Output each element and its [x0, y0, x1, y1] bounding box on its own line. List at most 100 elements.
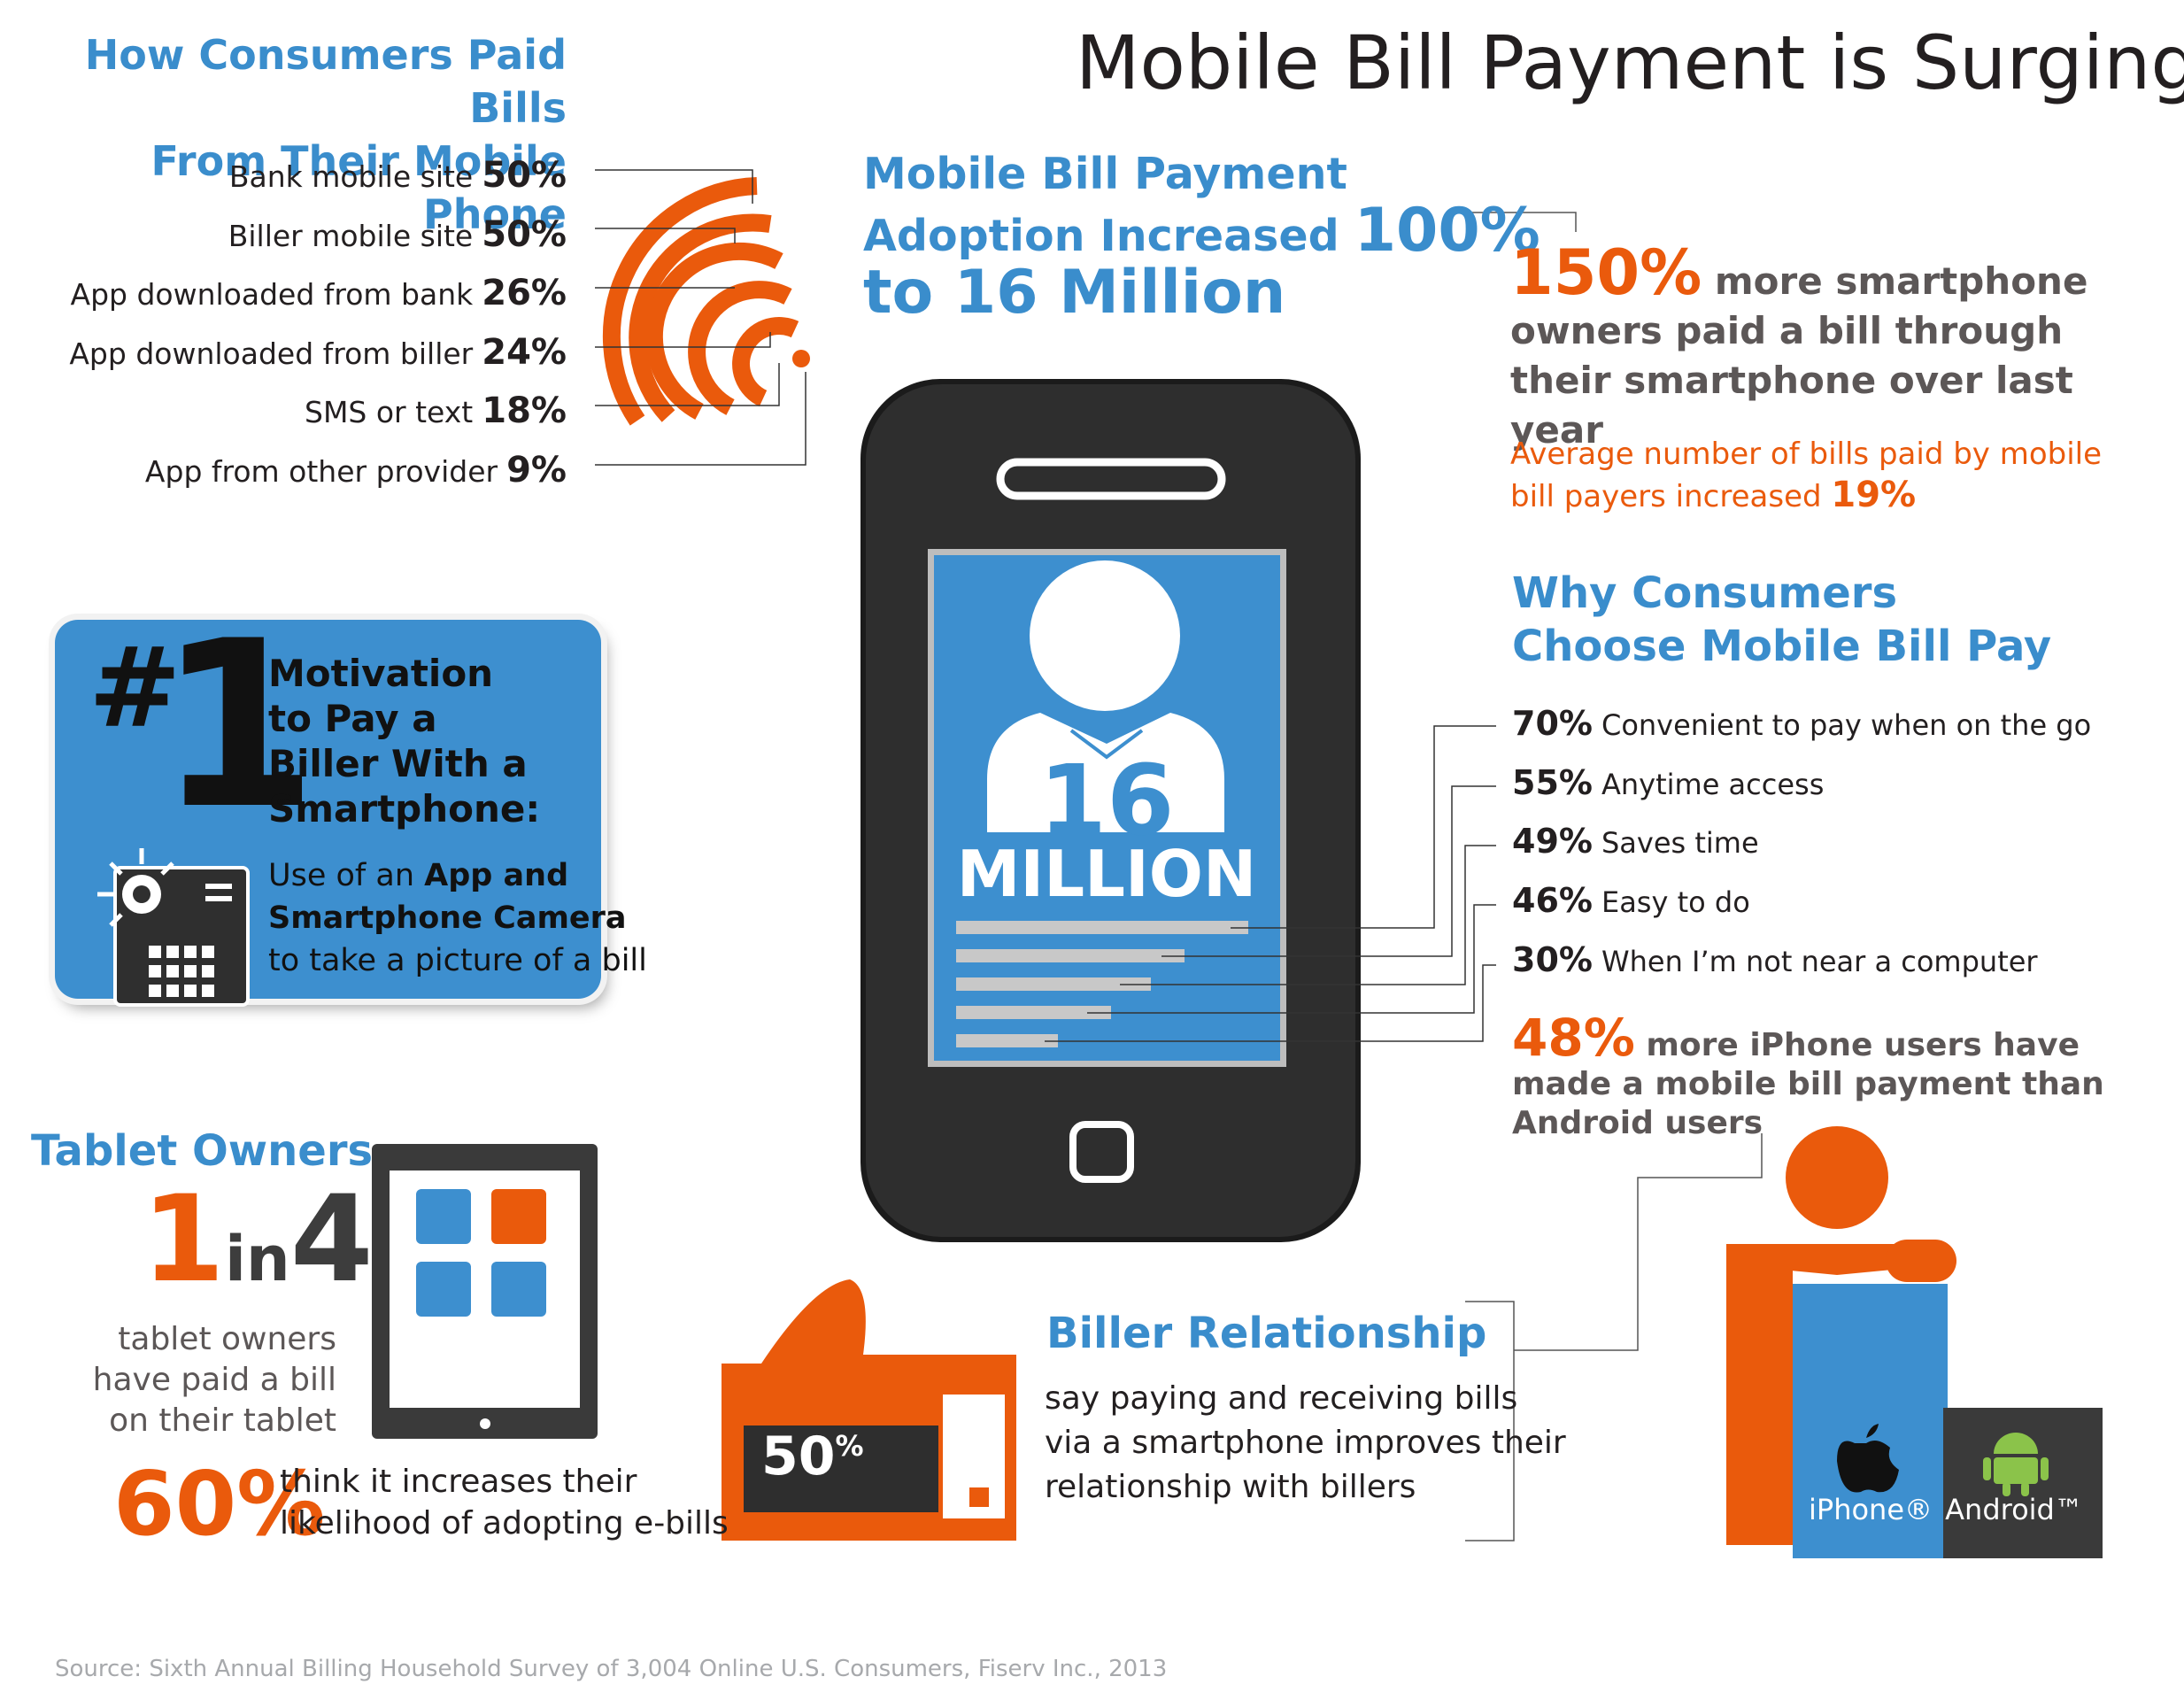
why-item: 30% When I’m not near a computer — [1512, 940, 2038, 979]
motivation-sub-bold1: App and — [424, 858, 569, 893]
iphone-label: iPhone® — [1809, 1493, 1933, 1526]
tablet-text: tablet owners have paid a bill on their … — [71, 1319, 336, 1441]
tablet-line1: tablet owners — [118, 1321, 336, 1357]
avg-bills-text: Average number of bills paid by mobile b… — [1510, 437, 2103, 514]
thumbs-up-icon — [722, 1279, 1016, 1541]
motivation-number: 1 — [158, 592, 318, 860]
why-pct: 30% — [1512, 940, 1593, 979]
how-paid-pct: 26% — [482, 273, 567, 313]
why-item: 55% Anytime access — [1512, 763, 1824, 802]
motivation-line1: Motivation — [268, 652, 494, 695]
phone-illustration — [860, 379, 1361, 1242]
consumer-leader-lines — [595, 169, 806, 466]
how-paid-title-line1: How Consumers Paid Bills — [84, 31, 567, 132]
how-paid-pct: 9% — [506, 450, 567, 491]
biller-line1: say paying and receiving bills — [1045, 1380, 1518, 1417]
iphone-stat-pct: 48% — [1512, 1008, 1635, 1068]
adoption-line3: to 16 Million — [863, 258, 1286, 328]
iphone-stat-text: more iPhone users have made a mobile bil… — [1512, 1027, 2104, 1141]
why-title-line1: Why Consumers — [1512, 568, 1898, 618]
why-pct: 46% — [1512, 881, 1593, 920]
signal-arcs-icon — [602, 177, 799, 426]
motivation-subtext: Use of an App and Smartphone Camera to t… — [268, 854, 647, 982]
how-paid-pct: 18% — [482, 390, 567, 431]
tablet-line3: on their tablet — [109, 1402, 336, 1439]
signal-dot-icon — [792, 350, 810, 367]
biller-leader-lines — [1465, 1133, 1763, 1541]
android-label: Android™ — [1945, 1493, 2083, 1526]
motivation-line4: Smartphone: — [268, 787, 541, 831]
tablet-ratio: 1in4 — [142, 1178, 374, 1338]
motivation-line2: to Pay a — [268, 697, 437, 740]
biller-pct: 50% — [761, 1425, 864, 1487]
tablet-pct60-text: think it increases their likelihood of a… — [280, 1461, 729, 1544]
tablet-pct60-line1: think it increases their — [280, 1464, 637, 1500]
how-paid-item: Bank mobile site 50% — [35, 155, 567, 196]
why-title: Why Consumers Choose Mobile Bill Pay — [1512, 567, 2051, 673]
how-paid-label: Bank mobile site — [228, 159, 474, 194]
why-pct: 49% — [1512, 822, 1593, 861]
page-title: Mobile Bill Payment is Surging — [1076, 19, 2184, 106]
why-title-line2: Choose Mobile Bill Pay — [1512, 622, 2052, 671]
smartphone-stat: 150% more smartphone owners paid a bill … — [1510, 242, 2148, 455]
motivation-heading: Motivation to Pay a Biller With a Smartp… — [268, 651, 540, 831]
avg-bills-stat: Average number of bills paid by mobile b… — [1510, 434, 2130, 517]
why-label: When I’m not near a computer — [1601, 945, 2038, 978]
motivation-sub-bold2: Smartphone Camera — [268, 900, 627, 936]
tablet-ratio-in: in — [224, 1223, 290, 1295]
tablet-icon — [372, 1144, 598, 1439]
tablet-line2: have paid a bill — [92, 1362, 336, 1398]
why-leader-lines — [1045, 725, 1496, 1042]
avg-bills-pct: 19% — [1831, 475, 1917, 515]
why-pct: 55% — [1512, 763, 1593, 802]
person-illustration — [1726, 1126, 2103, 1558]
why-label: Anytime access — [1601, 768, 1825, 801]
how-paid-title-line2: From Their Mobile Phone — [150, 137, 567, 238]
why-item: 49% Saves time — [1512, 822, 1759, 861]
how-paid-item: SMS or text 18% — [35, 390, 567, 431]
why-item: 70% Convenient to pay when on the go — [1512, 704, 2091, 743]
adoption-leader-line — [1456, 212, 1577, 232]
biller-line3: relationship with billers — [1045, 1469, 1416, 1505]
biller-line2: via a smartphone improves their — [1045, 1425, 1566, 1461]
tablet-ratio-n1: 1 — [142, 1170, 225, 1309]
how-paid-label: App downloaded from biller — [69, 336, 474, 371]
phone-unit-label: MILLION — [956, 837, 1257, 911]
tablet-pct60-line2: likelihood of adopting e-bills — [280, 1505, 729, 1541]
why-label: Easy to do — [1601, 885, 1750, 919]
why-item: 46% Easy to do — [1512, 881, 1750, 920]
adoption-line1: Mobile Bill Payment — [863, 149, 1347, 199]
why-label: Saves time — [1601, 826, 1759, 860]
motivation-hash: # — [89, 624, 181, 753]
tablet-pct60: 60% — [113, 1452, 326, 1556]
iphone-stat: 48% more iPhone users have made a mobile… — [1512, 1012, 2114, 1143]
biller-text: say paying and receiving bills via a sma… — [1045, 1377, 1566, 1510]
adoption-pct: 100% — [1354, 196, 1540, 266]
source-note: Source: Sixth Annual Billing Household S… — [55, 1656, 1168, 1682]
how-paid-label: SMS or text — [305, 395, 474, 429]
how-paid-item: App from other provider 9% — [35, 450, 567, 491]
how-paid-label: Biller mobile site — [228, 219, 474, 253]
motivation-sub-post: to take a picture of a bill — [268, 943, 647, 978]
tablet-title: Tablet Owners — [31, 1126, 374, 1176]
how-paid-item: Biller mobile site 50% — [35, 214, 567, 255]
how-paid-pct: 50% — [482, 214, 567, 255]
how-paid-pct: 24% — [482, 332, 567, 373]
how-paid-item: App downloaded from biller 24% — [35, 332, 567, 373]
adoption-stat: Mobile Bill Payment Adoption Increased 1… — [863, 146, 1540, 328]
how-paid-label: App downloaded from bank — [70, 277, 474, 312]
why-label: Convenient to pay when on the go — [1601, 708, 2092, 742]
adoption-line2: Adoption Increased — [863, 211, 1339, 261]
biller-pct-sign: % — [835, 1429, 864, 1463]
how-paid-label: App from other provider — [144, 454, 498, 489]
phone-number-label: 16 — [1038, 744, 1175, 857]
tablet-ratio-n4: 4 — [289, 1170, 374, 1309]
how-paid-title: How Consumers Paid Bills From Their Mobi… — [16, 28, 567, 241]
smartphone-stat-pct: 150% — [1510, 236, 1702, 309]
how-paid-item: App downloaded from bank 26% — [35, 273, 567, 313]
smartphone-stat-text: more smartphone owners paid a bill throu… — [1510, 259, 2088, 452]
why-pct: 70% — [1512, 704, 1593, 743]
biller-title: Biller Relationship — [1046, 1309, 1487, 1358]
